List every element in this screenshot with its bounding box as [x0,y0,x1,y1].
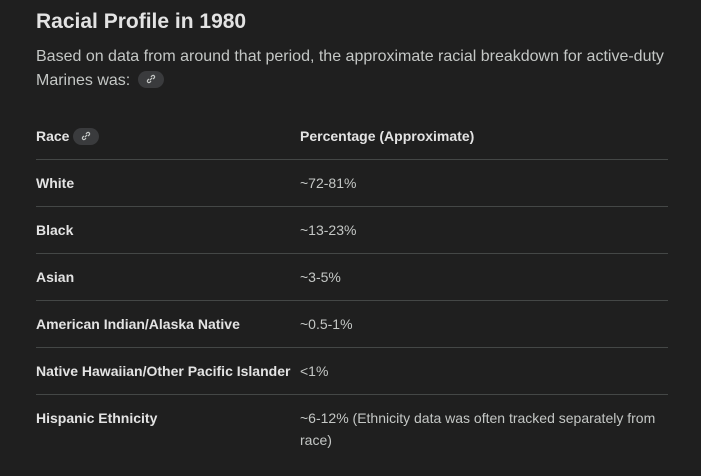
race-header-label: Race [36,128,70,144]
intro-text: Based on data from around that period, t… [36,48,664,89]
percentage-column-header: Percentage (Approximate) [300,113,668,160]
table-header-row: Race Percentage (Approximate) [36,113,668,160]
percentage-cell: ~13-23% [300,206,668,254]
source-link-chip[interactable] [137,71,164,89]
race-cell: White [36,159,300,207]
race-source-link-chip[interactable] [73,127,100,145]
percentage-cell: ~6-12% (Ethnicity data was often tracked… [300,410,656,448]
table-row: White ~72-81% [36,159,668,207]
link-icon [82,131,91,140]
link-icon [146,75,155,84]
percentage-cell: ~72-81% [300,159,668,207]
percentage-cell: ~3-5% [300,253,668,301]
table-row: Native Hawaiian/Other Pacific Islander <… [36,347,668,395]
section-title: Racial Profile in 1980 [36,10,247,33]
race-cell: American Indian/Alaska Native [36,300,300,348]
race-cell: Asian [36,253,300,301]
table-row: American Indian/Alaska Native ~0.5-1% [36,300,668,348]
race-cell: Black [36,206,300,254]
table-row: Black ~13-23% [36,206,668,254]
percentage-cell: ~0.5-1% [300,300,668,348]
race-column-header: Race [36,113,300,160]
table-row: Asian ~3-5% [36,253,668,301]
race-cell: Native Hawaiian/Other Pacific Islander [36,347,300,395]
percentage-cell: <1% [300,347,668,395]
intro-paragraph: Based on data from around that period, t… [36,45,666,93]
race-cell: Hispanic Ethnicity [36,410,158,426]
table-row: Hispanic Ethnicity ~6-12% (Ethnicity dat… [36,395,668,464]
race-table: Race Percentage (Approximate) White ~72-… [36,113,668,463]
